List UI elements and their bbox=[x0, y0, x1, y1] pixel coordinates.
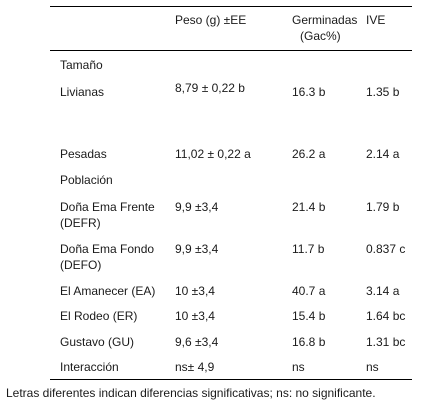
top-rule bbox=[50, 6, 412, 7]
row-label: Doña Ema Fondo bbox=[60, 242, 155, 256]
row-label: Livianas bbox=[60, 85, 105, 99]
table-footnote: Letras diferentes indican diferencias si… bbox=[6, 386, 376, 400]
row-peso: 11,02 ± 0,22 a bbox=[175, 147, 251, 161]
row-label-abbr: (DEFR) bbox=[60, 216, 101, 230]
row-ive: 3.14 a bbox=[366, 284, 400, 298]
row-peso: 10 ±3,4 bbox=[175, 284, 215, 298]
row-ive: ns bbox=[366, 360, 379, 374]
bottom-rule bbox=[50, 379, 412, 380]
header-peso: Peso (g) ±EE bbox=[175, 13, 247, 27]
row-ive: 1.79 b bbox=[366, 200, 400, 214]
row-label: Gustavo (GU) bbox=[60, 335, 135, 349]
row-label: Pesadas bbox=[60, 147, 107, 161]
row-germ: 15.4 b bbox=[292, 309, 326, 323]
row-label: Interacción bbox=[60, 360, 119, 374]
section-tamano: Tamaño bbox=[60, 58, 103, 72]
row-ive: 1.35 b bbox=[366, 85, 400, 99]
row-peso: 9,9 ±3,4 bbox=[175, 200, 219, 214]
row-ive: 1.31 bc bbox=[366, 335, 406, 349]
row-peso: 9,9 ±3,4 bbox=[175, 242, 219, 256]
row-germ: 21.4 b bbox=[292, 200, 326, 214]
row-ive: 1.64 bc bbox=[366, 309, 406, 323]
section-poblacion: Población bbox=[60, 173, 113, 187]
row-germ: 26.2 a bbox=[292, 147, 326, 161]
row-peso: 10 ±3,4 bbox=[175, 309, 215, 323]
row-germ: 16.8 b bbox=[292, 335, 326, 349]
row-label: El Rodeo (ER) bbox=[60, 309, 138, 323]
row-ive: 0.837 c bbox=[366, 242, 406, 256]
row-peso: 8,79 ± 0,22 b bbox=[175, 81, 245, 95]
row-label-abbr: (DEFO) bbox=[60, 258, 102, 272]
row-germ: ns bbox=[292, 360, 305, 374]
row-label: Doña Ema Frente bbox=[60, 200, 155, 214]
row-label: El Amanecer (EA) bbox=[60, 284, 156, 298]
row-peso: 9,6 ±3,4 bbox=[175, 335, 219, 349]
header-ive: IVE bbox=[366, 13, 386, 27]
row-germ: 11.7 b bbox=[292, 242, 325, 256]
row-peso: ns± 4,9 bbox=[175, 360, 215, 374]
row-ive: 2.14 a bbox=[366, 147, 400, 161]
header-germinadas-unit: (Gac%) bbox=[300, 29, 341, 43]
header-rule bbox=[50, 50, 412, 51]
row-germ: 16.3 b bbox=[292, 85, 326, 99]
row-germ: 40.7 a bbox=[292, 284, 326, 298]
header-germinadas: Germinadas bbox=[292, 13, 358, 27]
